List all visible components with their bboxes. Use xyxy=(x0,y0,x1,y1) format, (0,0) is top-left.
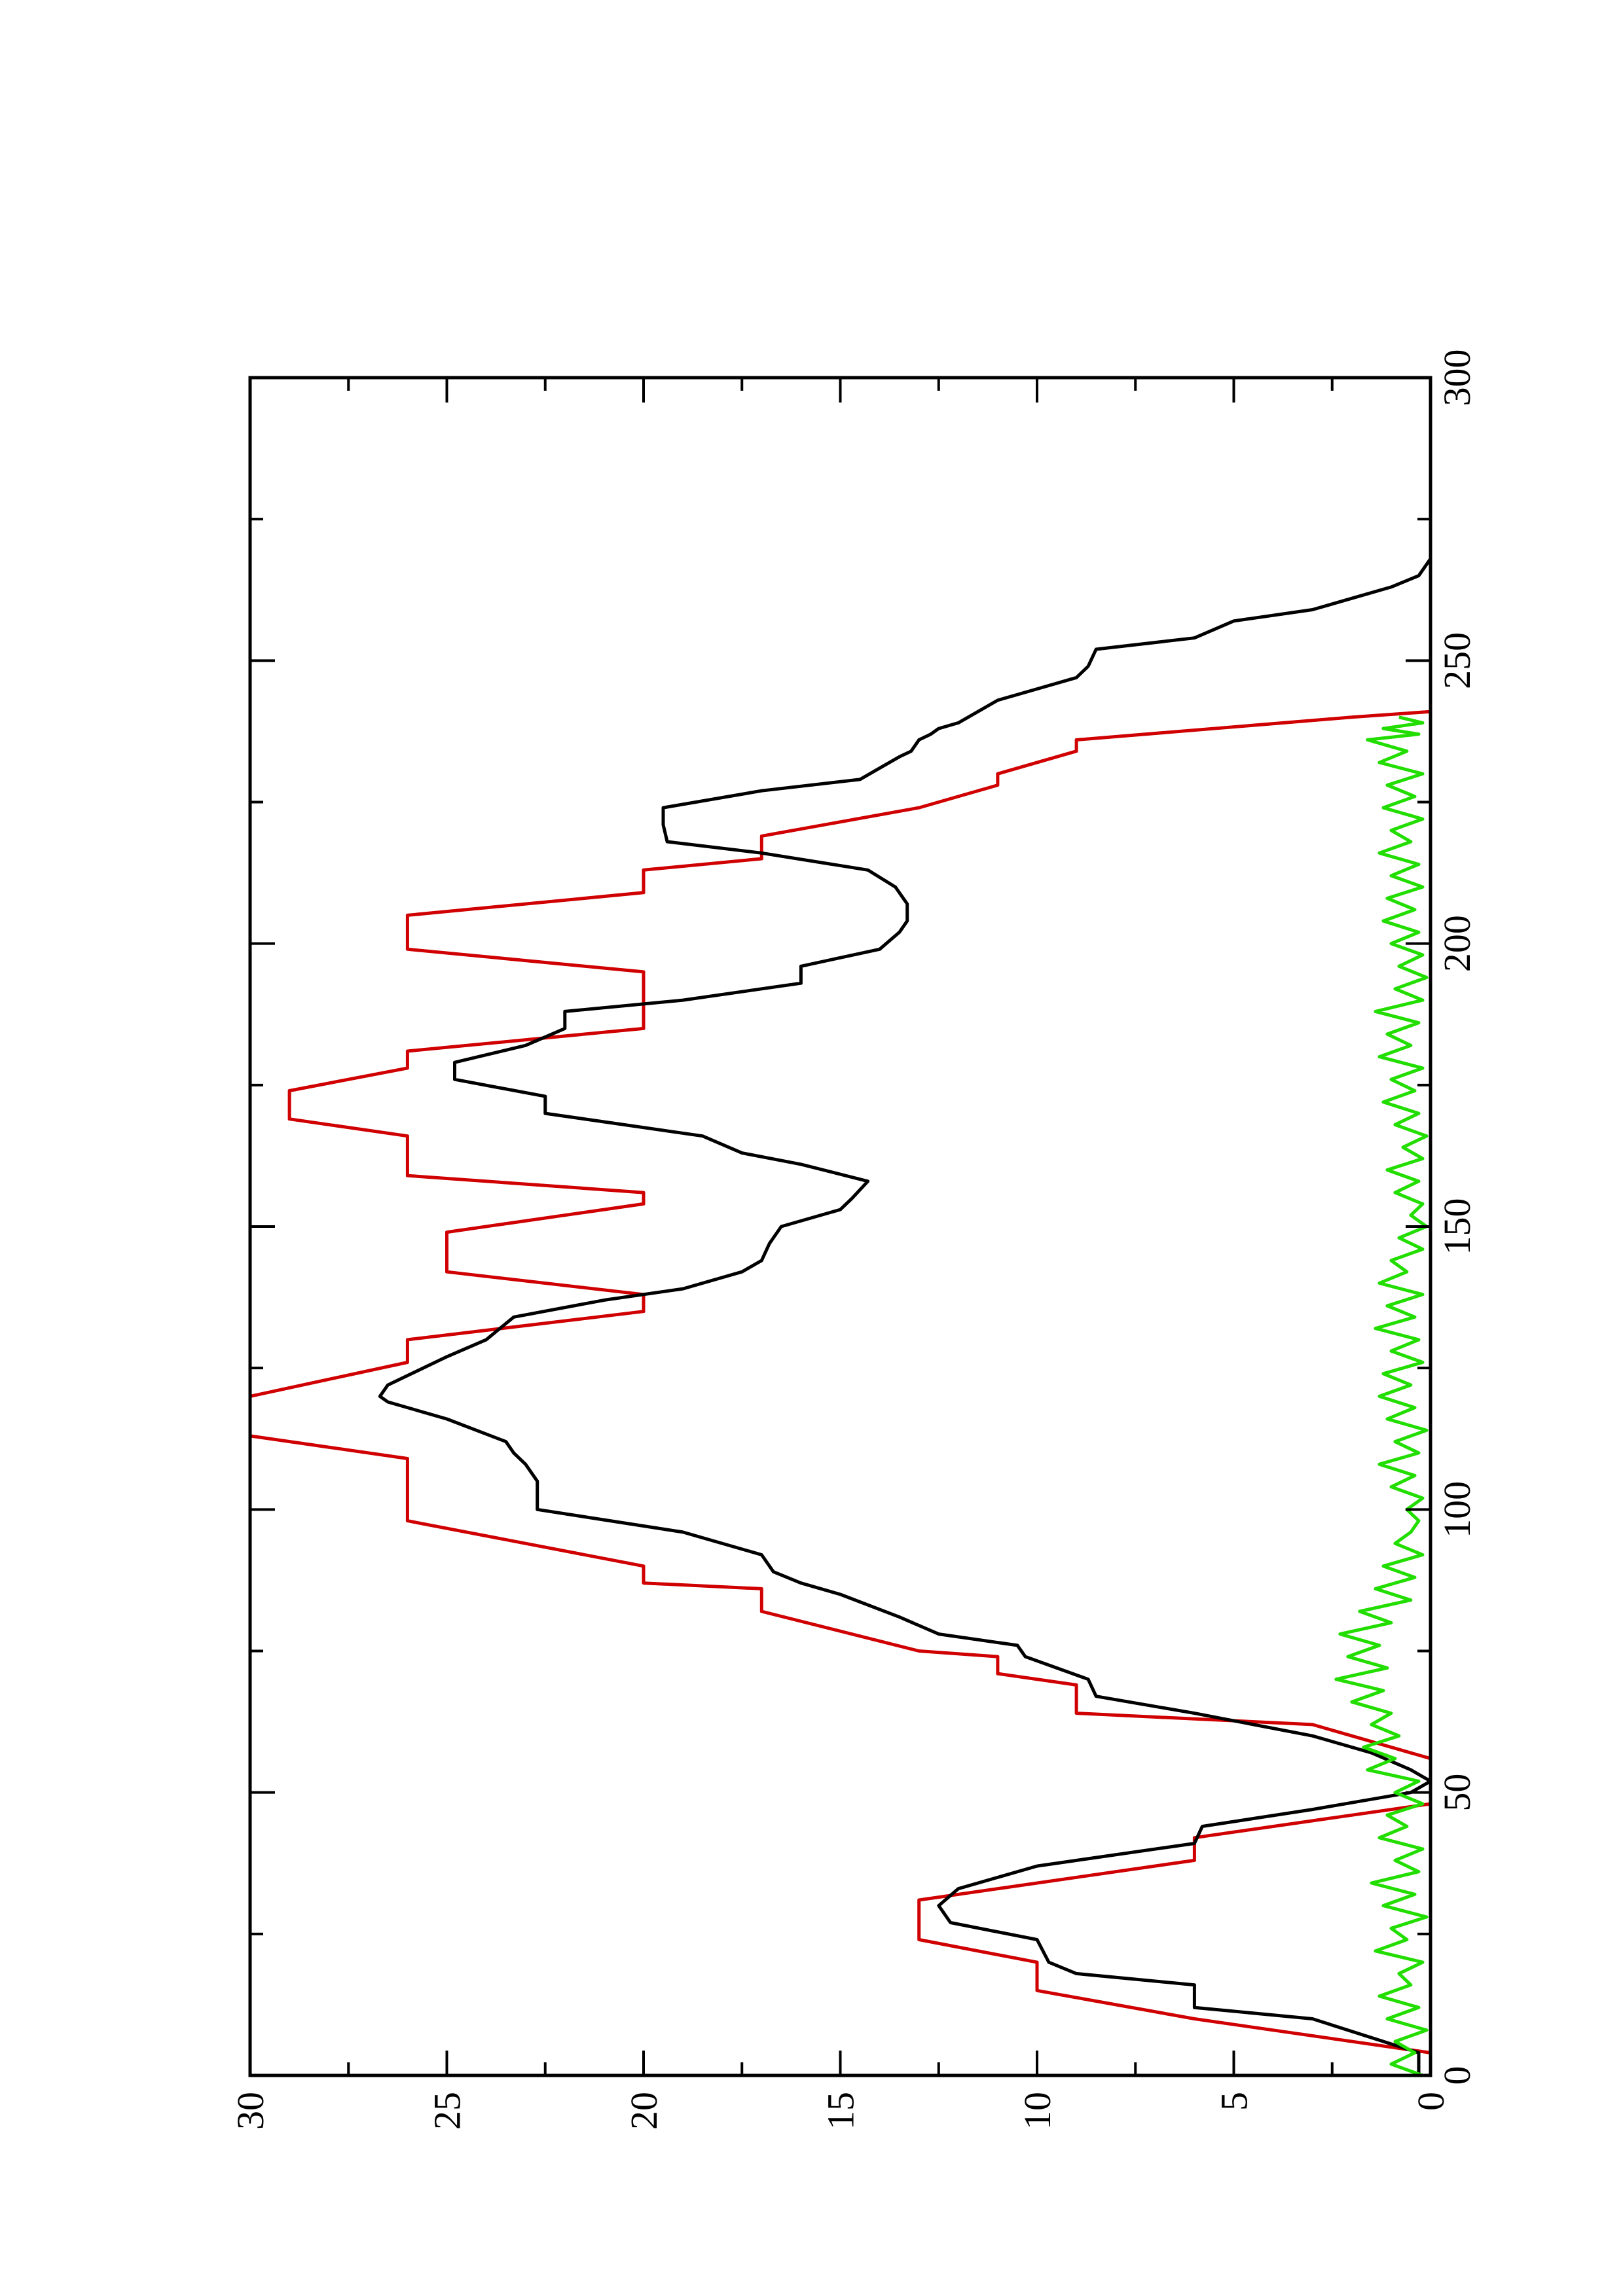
series-line-3 xyxy=(1334,715,1429,2077)
y-tick-label: 5 xyxy=(1213,2092,1256,2111)
series-line-2 xyxy=(378,547,1432,2075)
x-tick-label: 300 xyxy=(1436,350,1478,406)
y-tick-label: 15 xyxy=(820,2092,862,2130)
x-tick-label: 0 xyxy=(1436,2066,1478,2085)
label-layer: 0 50 100 150 200 250 300 0 5 10 15 20 25 30 xyxy=(229,350,1478,2130)
y-tick-label: 0 xyxy=(1410,2092,1452,2111)
x-tick-label: 250 xyxy=(1436,632,1478,689)
y-tick-label: 25 xyxy=(426,2092,469,2130)
y-tick-label: 20 xyxy=(623,2092,665,2130)
x-tick-label: 100 xyxy=(1436,1481,1478,1538)
x-tick-label: 150 xyxy=(1436,1198,1478,1255)
x-tick-label: 50 xyxy=(1436,1774,1478,1812)
y-tick-label: 10 xyxy=(1016,2092,1059,2130)
y-tick-label: 30 xyxy=(229,2092,272,2130)
x-tick-label: 200 xyxy=(1436,915,1478,972)
plot-frame xyxy=(248,376,1432,2077)
